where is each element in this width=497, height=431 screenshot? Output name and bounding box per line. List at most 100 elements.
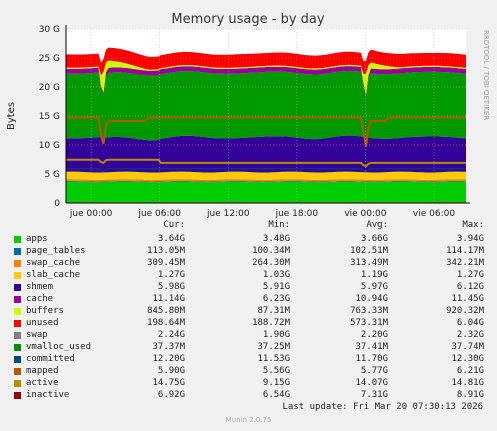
legend-min: 5.56G — [262, 366, 290, 376]
legend-min: 11.53G — [257, 354, 290, 364]
legend-max: 37.74M — [451, 342, 484, 352]
legend-name: apps — [26, 234, 48, 244]
legend-row-page-tables: page_tables 113.05M 100.34M 102.51M 114.17M — [0, 246, 497, 258]
legend-max: 3.94G — [456, 234, 484, 244]
legend-name: vmalloc_used — [26, 342, 92, 352]
legend-avg: 11.70G — [355, 354, 388, 364]
legend-min: 100.34M — [252, 246, 290, 256]
legend-avg: 5.97G — [360, 282, 388, 292]
x-tick-label: jue 18:00 — [275, 209, 319, 219]
y-tick-label: 10 G — [39, 141, 60, 151]
legend-min: 1.03G — [262, 270, 290, 280]
legend-avg: 37.41M — [355, 342, 388, 352]
legend-header: Cur: Min: Avg: Max: — [0, 220, 497, 232]
legend-swatch — [14, 392, 21, 399]
rrdtool-credit: RRDTOOL / TOBI OETIKER — [482, 30, 490, 120]
legend-max: 920.32M — [446, 306, 484, 316]
line-mapped — [66, 168, 466, 173]
legend-avg: 313.49M — [350, 258, 388, 268]
legend-avg: 14.07G — [355, 378, 388, 388]
y-axis-label: Bytes — [6, 102, 17, 130]
plot-area — [65, 25, 470, 204]
legend-swatch — [14, 248, 21, 255]
legend-max: 1.27G — [456, 270, 484, 280]
legend-swatch — [14, 236, 21, 243]
header-avg: Avg: — [366, 220, 388, 230]
legend-cur: 1.27G — [157, 270, 185, 280]
legend-min: 87.31M — [257, 306, 290, 316]
y-tick-label: 5 G — [44, 170, 60, 180]
legend-avg: 5.77G — [360, 366, 388, 376]
x-tick-label: jue 00:00 — [69, 209, 113, 219]
legend-cur: 113.05M — [147, 246, 185, 256]
legend-cur: 2.24G — [157, 330, 185, 340]
legend-row-active: active 14.75G 9.15G 14.07G 14.81G — [0, 378, 497, 390]
legend-max: 8.91G — [456, 390, 484, 400]
legend-swatch — [14, 320, 21, 327]
legend-swatch — [14, 284, 21, 291]
legend-cur: 309.45M — [147, 258, 185, 268]
legend-min: 264.30M — [252, 258, 290, 268]
legend-min: 3.48G — [262, 234, 290, 244]
munin-version: Munin 2.0.75 — [225, 416, 272, 424]
legend-cur: 845.80M — [147, 306, 185, 316]
legend-swatch — [14, 344, 21, 351]
legend-min: 37.25M — [257, 342, 290, 352]
legend-name: cache — [26, 294, 54, 304]
legend-avg: 7.31G — [360, 390, 388, 400]
legend-cur: 5.98G — [157, 282, 185, 292]
legend-min: 1.90G — [262, 330, 290, 340]
area-shmem — [66, 135, 466, 173]
legend-max: 12.30G — [451, 354, 484, 364]
legend-min: 9.15G — [262, 378, 290, 388]
legend-name: active — [26, 378, 59, 388]
y-tick-label: 30 G — [39, 25, 60, 35]
legend-swatch — [14, 308, 21, 315]
area-page-tables — [66, 180, 466, 183]
legend-cur: 5.90G — [157, 366, 185, 376]
legend-row-buffers: buffers 845.80M 87.31M 763.33M 920.32M — [0, 306, 497, 318]
legend-name: slab_cache — [26, 270, 81, 280]
legend-row-apps: apps 3.64G 3.48G 3.66G 3.94G — [0, 234, 497, 246]
legend-swatch — [14, 260, 21, 267]
legend-cur: 198.64M — [147, 318, 185, 328]
legend-name: mapped — [26, 366, 59, 376]
legend-row-slab-cache: slab_cache 1.27G 1.03G 1.19G 1.27G — [0, 270, 497, 282]
legend-name: shmem — [26, 282, 54, 292]
legend-row-cache: cache 11.14G 6.23G 10.94G 11.45G — [0, 294, 497, 306]
legend-min: 5.91G — [262, 282, 290, 292]
legend-name: buffers — [26, 306, 64, 316]
legend-avg: 3.66G — [360, 234, 388, 244]
legend-swatch — [14, 296, 21, 303]
area-apps — [66, 181, 466, 203]
area-swap — [66, 47, 466, 76]
legend-avg: 2.20G — [360, 330, 388, 340]
line-committed — [65, 130, 467, 134]
legend-max: 11.45G — [451, 294, 484, 304]
header-cur: Cur: — [163, 220, 185, 230]
chart-title: Memory usage - by day — [171, 12, 324, 27]
legend-row-committed: committed 12.20G 11.53G 11.70G 12.30G — [0, 354, 497, 366]
legend-min: 6.23G — [262, 294, 290, 304]
legend-avg: 1.19G — [360, 270, 388, 280]
legend-name: swap — [26, 330, 48, 340]
legend-cur: 37.37M — [152, 342, 185, 352]
header-max: Max: — [462, 220, 484, 230]
y-tick-label: 20 G — [39, 83, 60, 93]
legend-max: 114.17M — [446, 246, 484, 256]
legend-name: inactive — [26, 390, 70, 400]
x-tick-label: jue 12:00 — [206, 209, 250, 219]
legend-row-unused: unused 198.64M 188.72M 573.31M 6.04G — [0, 318, 497, 330]
legend-swatch — [14, 332, 21, 339]
area-cache — [66, 71, 466, 141]
legend-row-mapped: mapped 5.90G 5.56G 5.77G 6.21G — [0, 366, 497, 378]
legend-cur: 3.64G — [157, 234, 185, 244]
legend-name: unused — [26, 318, 59, 328]
legend-swatch — [14, 272, 21, 279]
legend-cur: 6.92G — [157, 390, 185, 400]
last-update: Last update: Fri Mar 20 07:30:13 2026 — [282, 402, 483, 412]
y-tick-label: 25 G — [39, 54, 60, 64]
legend-max: 6.04G — [456, 318, 484, 328]
legend-max: 6.12G — [456, 282, 484, 292]
